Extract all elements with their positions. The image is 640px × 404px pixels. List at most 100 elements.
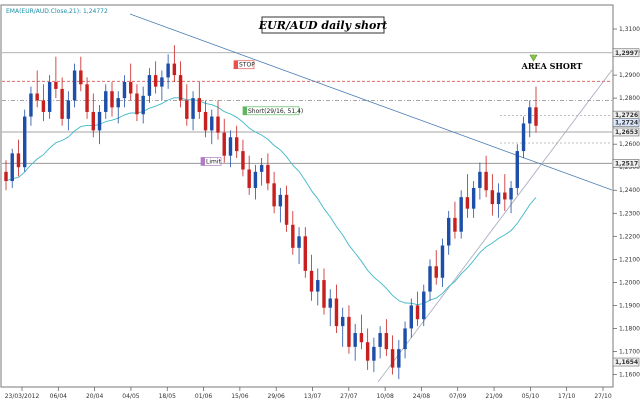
y-tick-label: 1,2000 <box>619 279 640 286</box>
arrow-down-icon <box>529 54 538 62</box>
candle-body <box>440 245 445 278</box>
candle-body <box>303 236 308 271</box>
candle-body <box>409 305 414 329</box>
y-tick-label: 1,2500 <box>619 164 640 171</box>
annotation-label: Short(29/16, 51,4) <box>248 108 303 115</box>
x-tick-label: 27/10 <box>594 393 611 400</box>
y-tick-label: 1,2100 <box>619 256 640 263</box>
candle-body <box>291 224 295 248</box>
x-axis: 23/03/2012 06/04 20/04 04/05 18/05 01/06 15/06… <box>5 387 612 400</box>
candle-body <box>521 123 526 152</box>
y-tick-label: 1,2900 <box>619 72 640 79</box>
candle-body <box>528 107 532 124</box>
candle-body <box>172 63 177 76</box>
candle-body <box>340 316 345 327</box>
x-tick-label: 27/07 <box>340 393 357 400</box>
y-tick-label: 1,1900 <box>619 302 640 309</box>
candle-body <box>259 164 264 172</box>
candle-body <box>178 75 183 101</box>
x-tick-label: 01/06 <box>195 393 212 400</box>
indicator-label: EMA(EUR/AUD.Close,21): 1,24772 <box>6 8 108 15</box>
candle-body <box>534 107 538 126</box>
y-tick-label: 1,2200 <box>619 233 640 240</box>
x-tick-label: 06/04 <box>50 393 67 400</box>
annotation-swatch <box>243 106 247 115</box>
candle-body <box>365 342 370 361</box>
candle-body <box>191 98 195 119</box>
x-tick-label: 21/09 <box>485 393 502 400</box>
candle-body <box>79 70 83 85</box>
x-tick-label: 05/10 <box>522 393 539 400</box>
candle-body <box>29 93 33 117</box>
candle-body <box>459 197 463 232</box>
candle-body <box>216 116 220 133</box>
candle-body <box>434 266 438 278</box>
candle-body <box>334 298 339 327</box>
price-tag-label: 1,2726 <box>615 112 638 119</box>
candle-body <box>471 187 476 209</box>
y-tick-label: 1,2800 <box>619 95 640 102</box>
candle-body <box>465 197 470 209</box>
candle-body <box>228 137 233 156</box>
trendlines <box>129 13 613 383</box>
candle-body <box>54 82 58 89</box>
candle-body <box>278 194 283 207</box>
candle-body <box>359 333 364 343</box>
candle-body <box>135 93 139 115</box>
candle-body <box>197 98 202 112</box>
price-tag-box <box>612 127 640 137</box>
candle-body <box>428 266 432 292</box>
candle-body <box>22 116 27 168</box>
candle-body <box>390 349 395 368</box>
candle-body <box>422 291 426 320</box>
y-tick-label: 1,2300 <box>619 210 640 217</box>
y-tick-label: 1,2600 <box>619 141 640 148</box>
candle-body <box>503 192 507 200</box>
candle-body <box>496 192 501 205</box>
candle-body <box>72 70 77 101</box>
candle-body <box>166 63 170 78</box>
candle-body <box>284 194 289 225</box>
y-tick-label: 1,2400 <box>619 187 640 194</box>
candle-body <box>446 217 451 246</box>
annotation-swatch <box>201 157 205 166</box>
x-tick-label: 23/03/2012 <box>5 393 40 400</box>
price-tag-box <box>612 118 640 127</box>
price-tag-label: 1,2724 <box>615 120 638 127</box>
candle-body <box>160 77 164 87</box>
candle-body <box>490 190 495 205</box>
candle-body <box>10 153 14 182</box>
y-tick-label: 1,3100 <box>619 26 640 33</box>
candle-body <box>241 151 245 170</box>
x-tick-label: 13/07 <box>304 393 321 400</box>
x-tick-label: 24/08 <box>413 393 430 400</box>
candle-body <box>272 183 276 207</box>
candle-body <box>203 111 208 131</box>
downtrend-line <box>129 13 613 191</box>
candle-body <box>509 187 513 200</box>
candle-body <box>316 280 320 292</box>
price-tag-label: 1,1654 <box>615 359 638 366</box>
x-tick-label: 15/06 <box>231 393 248 400</box>
candle-body <box>47 82 52 112</box>
candle-body <box>378 333 382 347</box>
candle-body <box>266 164 270 184</box>
price-tag-label: 1,2517 <box>615 160 638 167</box>
candle-body <box>372 346 376 361</box>
x-tick-label: 10/08 <box>376 393 393 400</box>
candle-body <box>35 93 39 101</box>
candle-body <box>384 333 389 350</box>
candle-body <box>4 171 8 182</box>
candle-body <box>415 305 420 320</box>
candle-body <box>297 236 301 248</box>
candle-body <box>66 100 71 119</box>
y-tick-label: 1,1600 <box>619 371 640 378</box>
price-tag-box <box>612 158 640 168</box>
candle-body <box>185 100 189 119</box>
title-box <box>261 16 385 34</box>
candle-body <box>484 171 488 191</box>
area-short-label: AREA SHORT <box>521 61 583 71</box>
price-tag-label: 1,2997 <box>615 50 638 57</box>
annotation-label: Limit <box>206 158 222 165</box>
candle-body <box>128 82 133 94</box>
